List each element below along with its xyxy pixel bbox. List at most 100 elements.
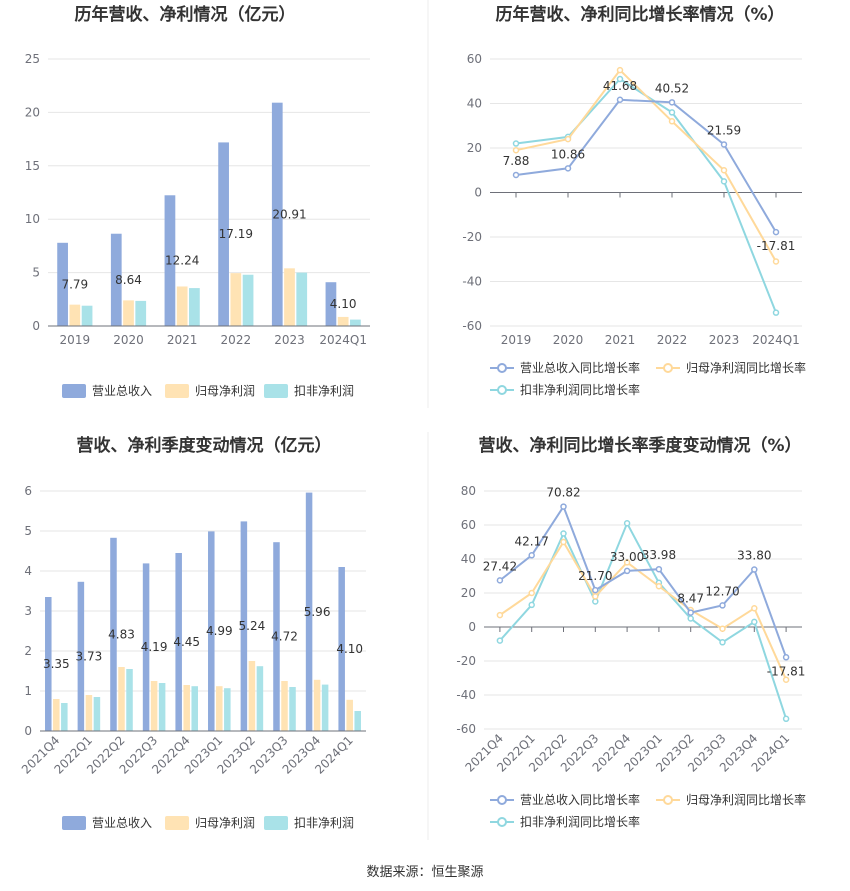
quarterly-growth-rate-line-chart: 营收、净利同比增长率季度变动情况（%） -60 -40 -20 0 20 40 60 80 27.…	[456, 435, 806, 829]
bar-parent-profit	[53, 699, 60, 731]
data-label: 12.24	[165, 254, 199, 268]
bar-revenue	[218, 142, 229, 326]
bar-deducted-profit	[296, 272, 308, 326]
legend-label: 扣非净利润	[294, 384, 354, 398]
legend-swatch-marker	[663, 363, 673, 373]
legend-swatch-marker	[497, 817, 507, 827]
data-label: 3.73	[76, 649, 103, 663]
data-label: 4.99	[206, 624, 233, 638]
legend-swatch	[165, 816, 189, 830]
bar-revenue	[164, 195, 176, 326]
data-point	[560, 538, 567, 546]
data-point	[772, 258, 780, 265]
data-label: 17.19	[219, 227, 253, 241]
y-tick-label: 4	[24, 564, 32, 578]
bar-revenue	[77, 581, 85, 731]
bar-parent-profit	[183, 685, 190, 731]
legend-label: 扣非净利润同比增长率	[520, 382, 640, 397]
legend-label: 营业总收入	[92, 384, 152, 398]
data-point	[512, 140, 520, 147]
bar-parent-profit	[248, 661, 256, 731]
y-tick-label: 5	[32, 266, 40, 280]
x-tick-label: 2021	[605, 333, 636, 347]
series-line	[499, 504, 788, 658]
legend-label: 扣非净利润同比增长率	[520, 814, 640, 829]
y-tick-label: 0	[24, 724, 32, 738]
data-point	[560, 503, 567, 510]
bar-revenue	[142, 563, 150, 731]
legend-label: 归母净利润同比增长率	[686, 792, 806, 807]
data-label: 20.91	[272, 207, 306, 221]
data-point	[719, 602, 726, 609]
x-tick-label: 2024Q1	[752, 333, 800, 347]
bar-revenue	[110, 233, 122, 326]
data-label: 33.98	[642, 548, 676, 562]
data-label: -17.81	[767, 664, 806, 678]
bar-revenue	[273, 542, 280, 731]
bar-deducted-profit	[135, 300, 147, 326]
legend-label: 归母净利润	[195, 816, 255, 830]
data-label: 4.45	[173, 635, 200, 649]
series-line	[515, 77, 777, 313]
bar-revenue	[325, 282, 337, 326]
legend-swatch-marker	[497, 385, 507, 395]
data-point	[496, 577, 504, 584]
legend-label: 归母净利润同比增长率	[686, 360, 806, 375]
bar-revenue	[175, 553, 182, 731]
bar-revenue	[271, 102, 283, 326]
bar-parent-profit	[284, 268, 295, 326]
x-tick-label: 2024Q1	[319, 333, 367, 347]
y-tick-label: -60	[462, 319, 482, 333]
data-label: 33.00	[610, 550, 644, 564]
data-label: 41.68	[603, 79, 637, 93]
annual-growth-rate-line-chart: 历年营收、净利同比增长率情况（%） -60 -40 -20 0 20 40 60 7.88 10.…	[462, 4, 806, 397]
y-tick-label: -60	[456, 722, 476, 736]
y-tick-label: 15	[25, 159, 40, 173]
data-point	[772, 228, 780, 236]
x-tick-label: 2020	[113, 333, 144, 347]
data-label: -17.81	[757, 239, 796, 253]
data-point	[560, 530, 567, 537]
data-label: 4.10	[330, 297, 357, 311]
legend-label: 营业总收入同比增长率	[520, 792, 640, 807]
data-point	[782, 715, 790, 723]
data-point	[616, 75, 624, 83]
bar-parent-profit	[337, 316, 349, 326]
data-label: 21.70	[578, 569, 612, 583]
y-tick-label: 3	[24, 604, 32, 618]
legend-swatch	[264, 384, 288, 398]
data-label: 12.70	[705, 584, 739, 598]
y-tick-label: 20	[25, 105, 40, 119]
data-point	[668, 109, 676, 116]
data-point	[616, 96, 624, 104]
data-point	[512, 146, 520, 154]
data-point	[751, 618, 758, 626]
bar-deducted-profit	[321, 684, 329, 731]
data-point	[623, 520, 631, 527]
bar-deducted-profit	[93, 697, 101, 731]
x-tick-label: 2020	[553, 333, 584, 347]
bar-deducted-profit	[289, 687, 296, 731]
data-point	[592, 593, 599, 600]
bar-revenue	[305, 492, 313, 731]
data-point	[616, 66, 624, 74]
y-tick-label: 40	[467, 97, 482, 111]
y-tick-label: 25	[25, 52, 40, 66]
y-tick-label: 2	[24, 644, 32, 658]
bar-parent-profit	[150, 681, 158, 731]
bar-deducted-profit	[126, 669, 133, 731]
data-point	[720, 141, 728, 148]
data-point	[655, 582, 663, 590]
data-source-note: 数据来源：恒生聚源	[366, 865, 483, 880]
bar-deducted-profit	[350, 319, 361, 326]
data-point	[751, 566, 758, 573]
bar-parent-profit	[85, 695, 93, 731]
chart-title: 营收、净利季度变动情况（亿元）	[77, 435, 332, 456]
bar-deducted-profit	[354, 711, 361, 731]
data-label: 8.47	[677, 592, 704, 606]
data-point	[720, 167, 728, 174]
data-label: 42.17	[515, 534, 549, 548]
data-label: 70.82	[546, 486, 580, 500]
bar-deducted-profit	[189, 288, 200, 326]
